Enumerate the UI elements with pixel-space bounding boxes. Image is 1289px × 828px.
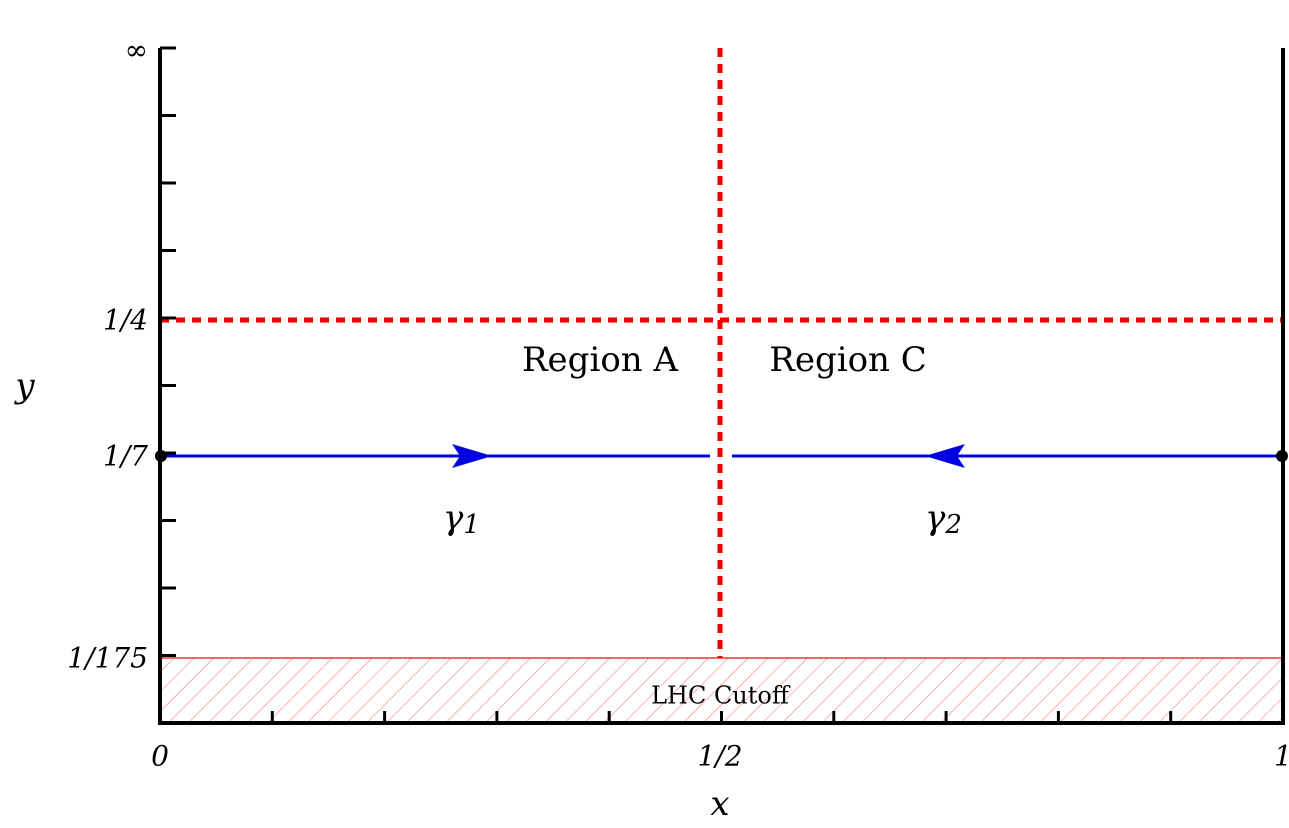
y-tick-label: 1/175 — [67, 642, 148, 675]
y-tick-label: 1/4 — [103, 304, 148, 337]
x-axis-title: x — [710, 784, 729, 824]
curve-subscript: 1 — [463, 510, 480, 540]
y-axis-title: y — [13, 366, 35, 406]
cutoff-label: LHC Cutoff — [651, 682, 791, 710]
curve-label: γ1 — [443, 498, 480, 540]
region-label: Region A — [522, 340, 679, 380]
curve-symbol: γ — [443, 498, 464, 538]
curve-label: γ2 — [925, 498, 962, 540]
region-label: Region C — [769, 340, 927, 380]
y-tick-label: ∞ — [125, 34, 148, 67]
x-tick-label: 0 — [151, 740, 169, 773]
tick-marks — [160, 48, 1171, 723]
curve-symbol: γ — [925, 498, 946, 538]
curve-subscript: 2 — [944, 510, 962, 540]
x-tick-label: 1/2 — [697, 740, 742, 773]
y-tick-label: 1/7 — [103, 440, 148, 473]
diagram: LHC Cutoff ∞ 1/4 1/7 1/175 0 1/2 1 x y R… — [0, 0, 1289, 828]
x-tick-label: 1 — [1274, 740, 1289, 773]
